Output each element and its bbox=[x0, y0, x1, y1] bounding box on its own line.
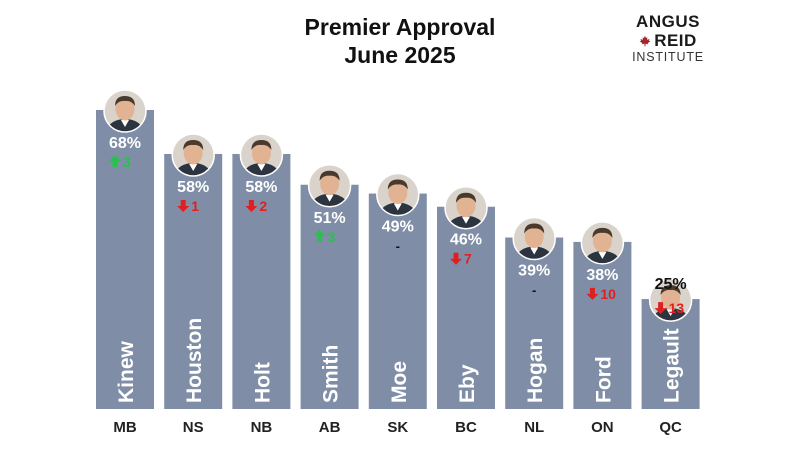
angus-reid-logo: ANGUS REID INSTITUTE bbox=[626, 12, 710, 65]
bar-name-legault: Legault bbox=[661, 328, 684, 403]
value-label-smith: 51% bbox=[314, 210, 346, 227]
logo-word-angus: ANGUS bbox=[636, 12, 700, 31]
bar-holt bbox=[232, 153, 291, 409]
bar-hogan bbox=[505, 237, 564, 409]
svg-text:-: - bbox=[532, 283, 536, 298]
category-label-mb: MB bbox=[113, 419, 136, 436]
bar-kinew bbox=[96, 110, 154, 409]
bar-name-smith: Smith bbox=[320, 345, 343, 403]
category-label-bc: BC bbox=[455, 419, 477, 436]
arrow-up-icon bbox=[109, 155, 121, 167]
change-ford: 10 bbox=[586, 286, 616, 302]
svg-text:7: 7 bbox=[464, 251, 472, 267]
chart-title: Premier Approval June 2025 bbox=[270, 13, 530, 69]
bar-name-moe: Moe bbox=[388, 361, 411, 403]
avatar-holt bbox=[239, 133, 284, 177]
arrow-down-icon bbox=[177, 199, 190, 212]
avatar-eby bbox=[444, 185, 488, 230]
category-label-qc: QC bbox=[659, 419, 682, 436]
logo-word-reid: REID bbox=[654, 31, 697, 50]
bar-moe bbox=[368, 193, 427, 409]
svg-text:2: 2 bbox=[259, 198, 267, 214]
value-label-eby: 46% bbox=[450, 232, 482, 249]
bar-ford bbox=[573, 241, 632, 409]
chart-title-line1: Premier Approval bbox=[304, 14, 496, 40]
logo-word-institute: INSTITUTE bbox=[632, 50, 704, 64]
change-moe: - bbox=[396, 239, 400, 254]
value-label-kinew: 68% bbox=[109, 135, 141, 152]
maple-leaf-icon bbox=[639, 35, 651, 46]
bar-houston bbox=[164, 153, 223, 409]
value-label-holt: 58% bbox=[245, 179, 277, 196]
arrow-down-icon bbox=[654, 302, 667, 315]
svg-text:10: 10 bbox=[600, 286, 616, 302]
avatar-hogan bbox=[512, 216, 556, 261]
change-hogan: - bbox=[532, 283, 536, 298]
change-smith: 3 bbox=[313, 229, 336, 245]
value-label-ford: 38% bbox=[586, 267, 618, 284]
svg-text:1: 1 bbox=[191, 198, 199, 214]
value-label-legault: 25% bbox=[655, 276, 687, 293]
bar-name-eby: Eby bbox=[456, 364, 479, 403]
category-label-nb: NB bbox=[251, 419, 273, 436]
bar-name-houston: Houston bbox=[183, 318, 206, 403]
category-label-on: ON bbox=[591, 419, 614, 436]
avatar-moe bbox=[376, 172, 420, 217]
bar-smith bbox=[300, 184, 359, 409]
category-label-nl: NL bbox=[524, 419, 544, 436]
svg-text:-: - bbox=[396, 239, 400, 254]
value-label-moe: 49% bbox=[382, 219, 414, 236]
bar-name-holt: Holt bbox=[251, 362, 274, 403]
logo-row-reid: REID bbox=[626, 31, 710, 50]
svg-text:13: 13 bbox=[669, 300, 685, 316]
value-label-houston: 58% bbox=[177, 179, 209, 196]
change-legault: 13 bbox=[654, 300, 685, 316]
chart-title-line2: June 2025 bbox=[344, 42, 456, 68]
svg-text:3: 3 bbox=[123, 154, 131, 170]
bar-name-ford: Ford bbox=[592, 356, 615, 403]
avatar-kinew bbox=[103, 89, 147, 133]
avatar-houston bbox=[171, 133, 215, 177]
change-houston: 1 bbox=[177, 198, 199, 214]
bar-name-kinew: Kinew bbox=[115, 340, 138, 403]
change-holt: 2 bbox=[245, 198, 267, 214]
avatar-smith bbox=[307, 164, 352, 208]
change-eby: 7 bbox=[450, 251, 472, 267]
value-label-hogan: 39% bbox=[518, 263, 550, 280]
category-label-ns: NS bbox=[183, 419, 204, 436]
bar-name-hogan: Hogan bbox=[524, 338, 547, 403]
arrow-up-icon bbox=[313, 229, 326, 242]
arrow-down-icon bbox=[586, 287, 599, 300]
category-label-sk: SK bbox=[387, 419, 408, 436]
change-kinew: 3 bbox=[109, 154, 131, 170]
arrow-down-icon bbox=[450, 252, 462, 265]
avatar-ford bbox=[580, 221, 625, 265]
category-label-ab: AB bbox=[319, 419, 341, 436]
svg-text:3: 3 bbox=[328, 229, 336, 245]
bar-eby bbox=[437, 206, 495, 409]
arrow-down-icon bbox=[245, 199, 258, 212]
